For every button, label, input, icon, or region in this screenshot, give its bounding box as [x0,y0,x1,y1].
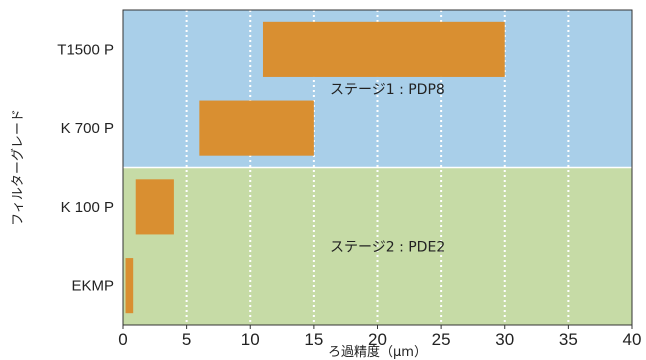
range-bar [125,258,134,314]
stage-label-2: ステージ2 : PDE2 [330,239,445,255]
x-tick-label: 40 [623,330,642,349]
category-label: T1500 P [57,41,114,58]
category-label: K 700 P [61,120,114,137]
x-tick-label: 10 [241,330,260,349]
category-label: K 100 P [61,199,114,216]
range-bar [135,179,174,235]
x-axis-label: ろ過精度（μm） [328,344,427,360]
x-tick-label: 5 [182,330,191,349]
category-label: EKMP [71,278,114,295]
x-tick-label: 15 [304,330,323,349]
x-tick-label: 25 [432,330,451,349]
y-axis-label: フィルターグレード [11,109,26,226]
range-bar [262,21,505,77]
range-bar [199,100,314,156]
stage-label-1: ステージ1 : PDP8 [330,82,445,98]
x-tick-label: 0 [118,330,127,349]
x-tick-label: 30 [495,330,514,349]
x-tick-label: 20 [368,330,387,349]
x-tick-label: 35 [559,330,578,349]
